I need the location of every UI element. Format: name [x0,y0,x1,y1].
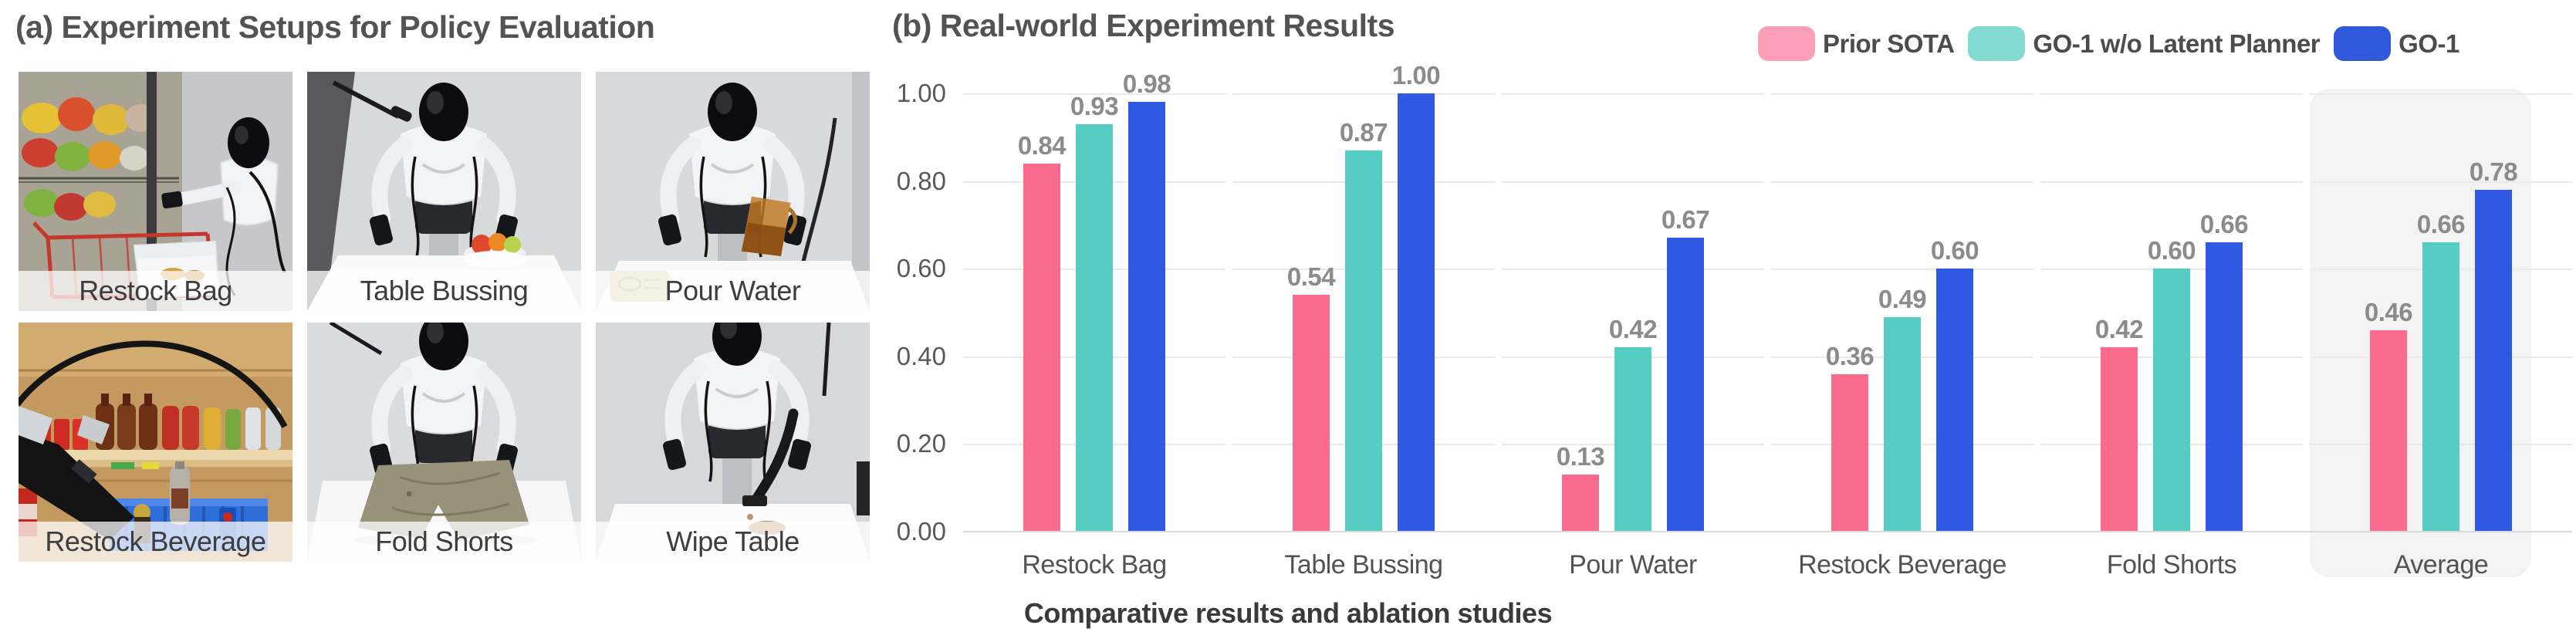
bar-value-label: 0.87 [1339,117,1388,147]
bar-go-1-w-o-latent-planner [1345,150,1382,532]
bar-value-label: 0.66 [2416,210,2466,239]
bar-value-label: 0.46 [2364,297,2413,326]
bar-go-1 [2475,189,2512,532]
photo-label: Table Bussing [307,271,581,311]
gridline [2310,181,2572,183]
photo-image [19,72,292,311]
photo-label: Restock Beverage [19,522,292,562]
category-panel: 0.36 0.49 0.60 Restock Beverage [1771,93,2033,579]
y-tick-label: 0.20 [896,429,946,458]
category-label: Average [2393,550,2489,579]
bar-value-label: 1.00 [1391,61,1441,90]
gridline [1502,93,1764,95]
category-label: Pour Water [1569,550,1697,579]
category-panel: 0.13 0.42 0.67 Pour Water [1502,93,1764,579]
gridline [2040,181,2303,183]
y-tick-label: 1.00 [896,79,946,107]
category-panel: 0.42 0.60 0.66 Fold Shorts [2040,93,2303,579]
photo-pour-water: Pour Water [596,72,870,311]
category-label: Table Bussing [1284,550,1443,579]
gridline [2040,93,2303,95]
chart-title: (b) Real-world Experiment Results [892,8,1395,43]
chart-legend: Prior SOTA GO-1 w/o Latent Planner GO-1 [1758,26,2459,61]
photo-grid: Restock Bag Table Bussing [19,72,870,562]
bar-value-label: 0.49 [1878,284,1927,313]
bar-prior-sota [1023,163,1060,532]
photo-table-bussing: Table Bussing [307,72,581,311]
bar-value-label: 0.93 [1070,91,1119,120]
photo-fold-shorts: Fold Shorts [307,323,581,562]
photo-label: Fold Shorts [307,522,581,562]
bar-value-label: 0.78 [2469,157,2518,186]
bar-prior-sota [1831,373,1868,532]
gridline [2310,93,2572,95]
bar-value-label: 0.98 [1122,69,1171,99]
bar-value-label: 0.42 [1608,315,1658,344]
bar-go-1 [2206,242,2243,532]
legend-swatch [1758,26,1815,61]
bar-prior-sota [2370,329,2407,532]
bar-value-label: 0.66 [2199,210,2249,239]
bar-go-1 [1398,93,1435,532]
category-label: Restock Bag [1022,550,1167,579]
setup-title: (a) Experiment Setups for Policy Evaluat… [15,9,655,45]
y-axis: 0.00 0.20 0.40 0.60 0.80 1.00 [866,79,946,546]
bar-value-label: 0.54 [1286,262,1336,292]
photo-restock-beverage: Restock Beverage [19,323,292,562]
category-label: Restock Beverage [1798,550,2006,579]
category-panel: 0.54 0.87 1.00 Table Bussing [1232,61,1495,579]
legend-item: GO-1 [2334,26,2459,61]
legend-swatch [1968,26,2026,61]
bar-value-label: 0.84 [1017,130,1067,160]
category-panel: 0.46 0.66 0.78 Average [2310,93,2572,579]
legend-item: GO-1 w/o Latent Planner [1968,26,2321,61]
photo-wipe-table: Wipe Table [596,323,870,562]
bar-go-1-w-o-latent-planner [1076,123,1113,532]
y-tick-label: 0.40 [896,341,946,370]
y-tick-label: 0.80 [896,166,946,195]
category-panel: 0.84 0.93 0.98 Restock Bag [963,69,1225,579]
legend-swatch [2334,26,2392,61]
gridline [1771,269,2033,271]
bar-go-1-w-o-latent-planner [1884,316,1921,532]
bar-go-1 [1936,269,1973,532]
bar-value-label: 0.67 [1661,205,1710,235]
bar-value-label: 0.60 [1930,236,1979,265]
y-tick-label: 0.00 [896,517,946,546]
photo-restock-bag: Restock Bag [19,72,292,311]
bar-go-1-w-o-latent-planner [2422,242,2459,532]
bar-go-1-w-o-latent-planner [1614,347,1651,532]
legend-label: GO-1 [2399,29,2459,58]
category-label: Fold Shorts [2106,550,2237,579]
bar-value-label: 0.36 [1825,341,1875,370]
legend-item: Prior SOTA [1758,26,1955,61]
figure-caption: Comparative results and ablation studies [1023,597,1553,629]
gridline [1502,181,1764,183]
bar-go-1 [1128,102,1165,532]
y-tick-label: 0.60 [896,254,946,283]
bar-prior-sota [1293,295,1330,532]
bar-value-label: 0.42 [2094,315,2144,344]
photo-label: Wipe Table [596,522,870,562]
legend-label: GO-1 w/o Latent Planner [2033,29,2321,58]
bar-go-1-w-o-latent-planner [2153,269,2190,532]
bar-value-label: 0.13 [1556,442,1605,471]
legend-label: Prior SOTA [1823,29,1955,58]
gridline [1232,93,1495,95]
bar-go-1 [1667,238,1704,532]
photo-label: Pour Water [596,271,870,311]
gridline [1502,269,1764,271]
gridline [963,93,1225,95]
bar-chart-plot: 0.84 0.93 0.98 Restock Bag 0.54 0.87 1.00 Table… [963,61,2572,579]
bar-prior-sota [2101,347,2138,532]
x-axis-baseline [963,531,2572,532]
bar-prior-sota [1562,475,1599,532]
photo-label: Restock Bag [19,271,292,311]
bar-value-label: 0.60 [2147,236,2196,265]
gridline [1771,93,2033,95]
gridline [1771,181,2033,183]
